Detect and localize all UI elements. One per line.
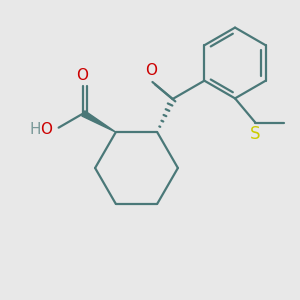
Text: O: O xyxy=(40,122,52,136)
Text: O: O xyxy=(145,63,157,78)
Text: O: O xyxy=(76,68,88,83)
Text: S: S xyxy=(250,124,260,142)
Polygon shape xyxy=(82,111,116,132)
Text: H: H xyxy=(29,122,40,136)
